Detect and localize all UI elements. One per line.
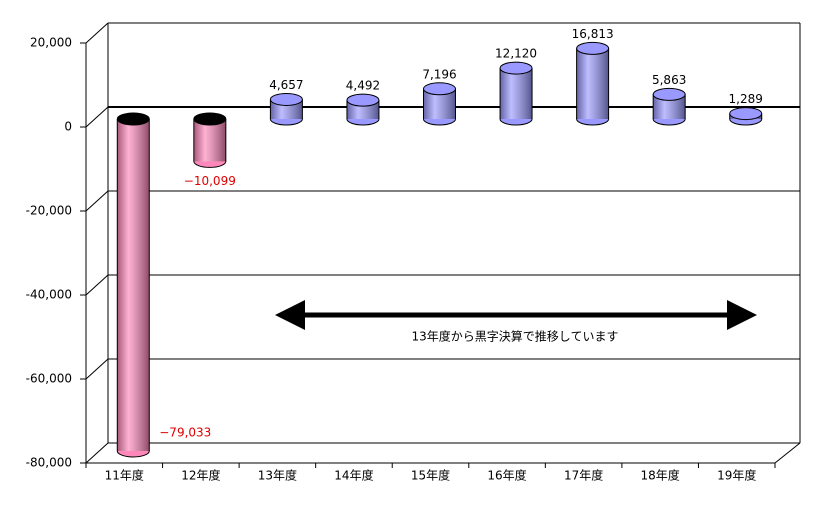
x-tick-label: 11年度 xyxy=(105,468,144,483)
x-tick-label: 17年度 xyxy=(564,468,603,483)
grid-diagonal xyxy=(85,358,109,380)
value-label: −10,099 xyxy=(184,174,236,188)
x-tick-label: 19年度 xyxy=(717,468,756,483)
y-tick-label: -40,000 xyxy=(26,288,72,302)
bar-cap xyxy=(116,112,150,126)
bar-cap xyxy=(423,82,456,96)
bar-cap xyxy=(652,87,686,101)
value-label: 5,863 xyxy=(652,73,686,87)
bar-shade xyxy=(576,48,609,119)
value-label: 4,657 xyxy=(269,78,303,92)
grid-diagonal xyxy=(85,106,109,128)
bar-cap xyxy=(269,92,303,106)
bar-shade xyxy=(193,119,226,162)
x-tick-label: 14年度 xyxy=(334,468,373,483)
y-tick-label: -60,000 xyxy=(26,372,72,386)
x-tick-label: 16年度 xyxy=(487,468,526,483)
bar-shade xyxy=(117,119,150,451)
bar-cap xyxy=(346,93,380,107)
annotation: 13年度から黒字決算で推移しています xyxy=(412,329,619,344)
grid-diagonal xyxy=(85,442,109,464)
y-tick-label: -20,000 xyxy=(26,204,72,218)
grid-diagonal xyxy=(85,22,109,44)
value-label: 12,120 xyxy=(495,47,537,61)
floor-edge xyxy=(86,442,801,464)
x-tick-label: 18年度 xyxy=(641,468,680,483)
bar-cap xyxy=(193,112,227,126)
bar-cap xyxy=(729,107,763,121)
grid-diagonal xyxy=(85,274,109,296)
y-tick-label: 20,000 xyxy=(30,36,72,50)
x-tick-label: 12年度 xyxy=(181,468,220,483)
value-label: −79,033 xyxy=(159,425,211,439)
bar-cap xyxy=(499,61,533,75)
value-label: 7,196 xyxy=(422,67,456,81)
value-label: 4,492 xyxy=(346,79,380,93)
bar-shade xyxy=(500,68,533,119)
x-tick-label: 15年度 xyxy=(411,468,450,483)
bar-cap xyxy=(576,41,610,55)
y-tick-label: -80,000 xyxy=(26,456,72,470)
value-label: 1,289 xyxy=(729,92,763,106)
value-label: 16,813 xyxy=(572,27,614,41)
y-tick-label: 0 xyxy=(64,120,72,134)
x-tick-label: 13年度 xyxy=(258,468,297,483)
grid-diagonal xyxy=(85,190,109,212)
